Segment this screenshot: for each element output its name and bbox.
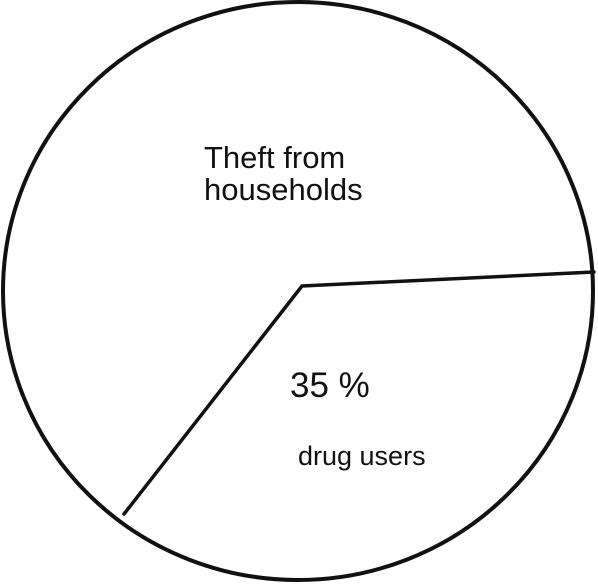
slice-label-drug-users: drug users <box>298 441 426 471</box>
slice-label-theft-line-1: Theft from <box>204 140 345 175</box>
slice-label-theft-line-2: households <box>204 172 363 207</box>
slice-divider <box>122 270 596 516</box>
slice-value-drug-users: 35 % <box>290 366 370 405</box>
